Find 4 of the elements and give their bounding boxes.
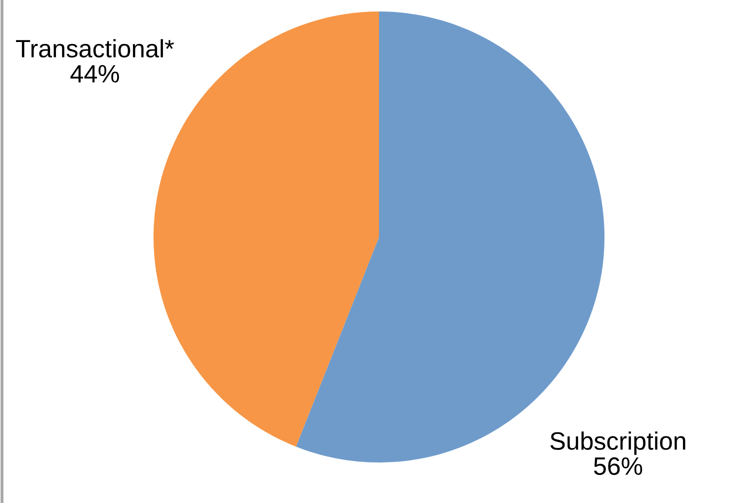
- data-label: 44%: [70, 65, 120, 83]
- slice-label: Transactional*: [16, 39, 174, 58]
- slice-label: Subscription: [550, 432, 686, 455]
- data-label: 56%: [594, 457, 642, 475]
